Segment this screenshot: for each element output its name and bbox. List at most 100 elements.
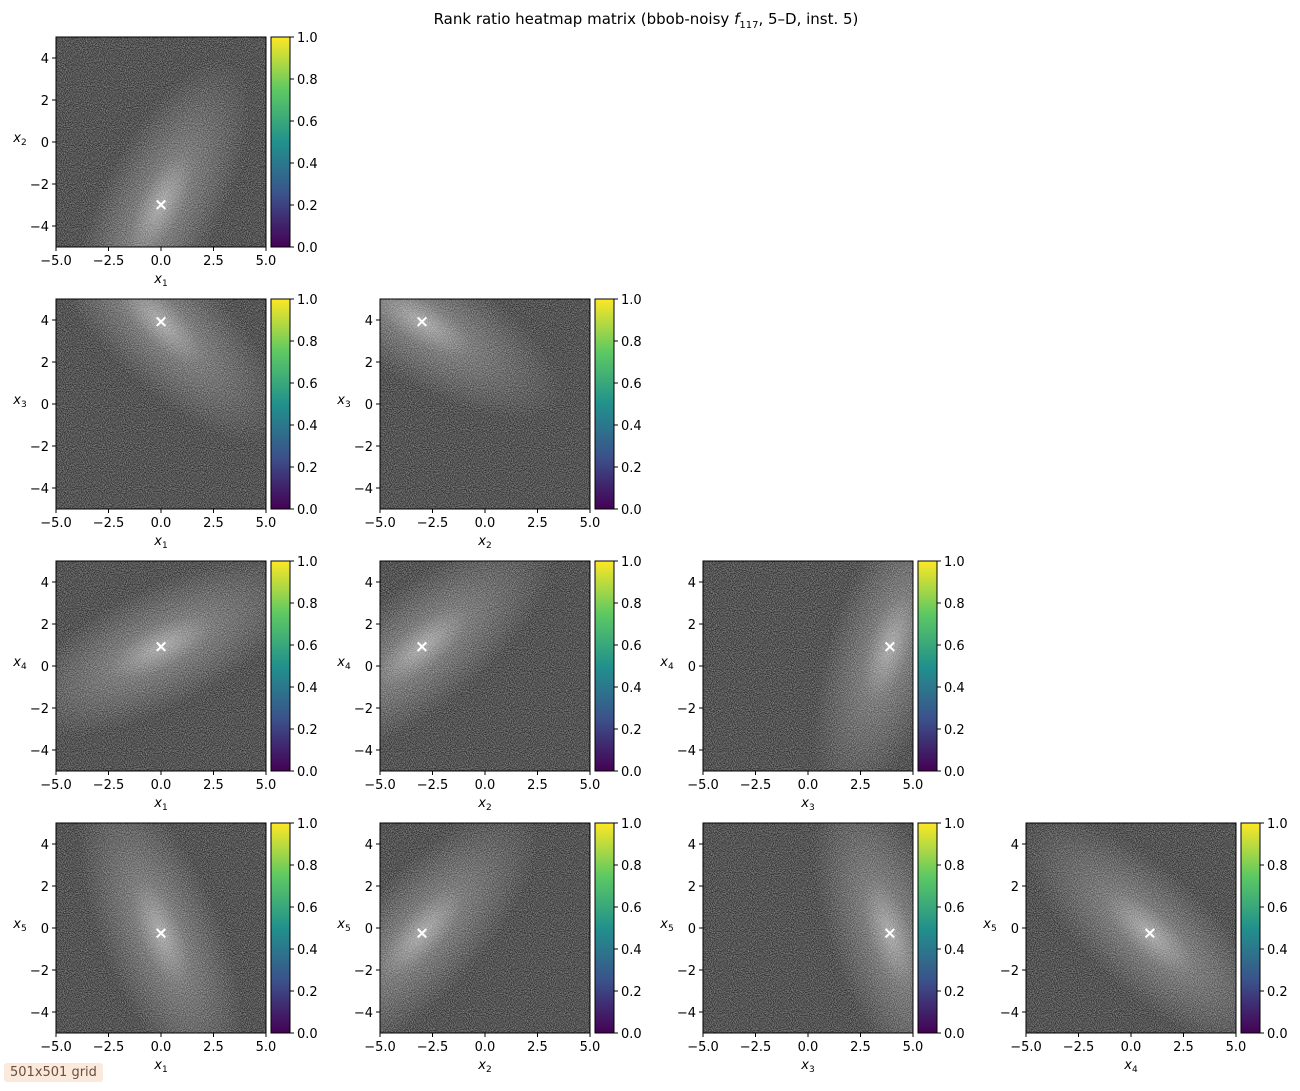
colorbar-tick-label: 0.0 <box>1267 1027 1288 1042</box>
x-tick-label: 2.5 <box>527 516 548 531</box>
colorbar-gradient <box>270 822 291 1034</box>
heatmap-noise <box>56 299 266 509</box>
y-tick-label: 4 <box>365 838 373 853</box>
colorbar-tick-label: 0.4 <box>944 943 965 958</box>
y-tick-label: 2 <box>365 618 373 633</box>
panel-x1-x5: ×−5.0 −2.5 0.0 2.5 5.0−4−2024x1x50.00.20.40.… <box>12 817 318 1075</box>
colorbar: 0.0 0.2 0.4 0.6 0.8 1.0 <box>270 817 318 1042</box>
x-tick-label: 0.0 <box>151 516 172 531</box>
panel-x1-x2: ×−5.0 −2.5 0.0 2.5 5.0−4−2024x1x20.00.20.40.… <box>12 31 318 289</box>
x-tick-label: 0.0 <box>151 1040 172 1055</box>
heatmap-image <box>1026 823 1236 1033</box>
y-tick-label: 0 <box>41 136 49 151</box>
colorbar-tick-label: 1.0 <box>621 555 642 570</box>
colorbar-tick-label: 0.4 <box>297 943 318 958</box>
x-tick-label: −2.5 <box>417 516 449 531</box>
x-tick-label: −5.0 <box>40 1040 72 1055</box>
y-tick-label: −4 <box>354 744 373 759</box>
y-axis-label: x3 <box>12 393 26 410</box>
colorbar: 0.0 0.2 0.4 0.6 0.8 1.0 <box>270 31 318 256</box>
colorbar-tick-label: 1.0 <box>1267 817 1288 832</box>
colorbar-tick-label: 0.8 <box>297 335 318 350</box>
x-tick-label: 5.0 <box>256 1040 277 1055</box>
x-axis-label: x1 <box>153 272 167 289</box>
y-tick-label: 4 <box>41 52 49 67</box>
colorbar-tick-label: 1.0 <box>297 555 318 570</box>
x-axis-label: x4 <box>1123 1058 1138 1075</box>
x-tick-label: −2.5 <box>1063 1040 1095 1055</box>
colorbar-tick-label: 0.6 <box>297 377 318 392</box>
colorbar-gradient <box>917 822 938 1034</box>
colorbar-tick-label: 0.4 <box>297 157 318 172</box>
optimum-marker: × <box>154 312 168 332</box>
heatmap-image <box>703 561 913 771</box>
colorbar-gradient <box>594 822 615 1034</box>
optimum-marker: × <box>1143 923 1157 943</box>
y-tick-label: 2 <box>365 356 373 371</box>
heatmap-image <box>380 561 590 771</box>
x-tick-label: −5.0 <box>40 516 72 531</box>
y-tick-label: 2 <box>41 880 49 895</box>
x-tick-label: −5.0 <box>687 778 719 793</box>
y-tick-label: 2 <box>41 618 49 633</box>
x-tick-label: 5.0 <box>1226 1040 1247 1055</box>
y-tick-label: −2 <box>30 440 49 455</box>
heatmap-noise <box>380 823 590 1033</box>
y-tick-label: −4 <box>30 220 49 235</box>
y-tick-label: 4 <box>688 838 696 853</box>
panel-x4-x5: ×−5.0 −2.5 0.0 2.5 5.0−4−2024x4x50.00.20.40.… <box>982 817 1288 1075</box>
optimum-marker: × <box>154 637 168 657</box>
optimum-marker: × <box>415 923 429 943</box>
heatmap-image <box>380 299 590 509</box>
colorbar-tick-label: 0.8 <box>297 859 318 874</box>
y-tick-label: 4 <box>688 576 696 591</box>
panel-group: ×−5.0 −2.5 0.0 2.5 5.0−4−2024x1x20.00.20.40.… <box>12 31 1288 1075</box>
x-tick-label: 2.5 <box>850 778 871 793</box>
x-tick-label: 0.0 <box>798 1040 819 1055</box>
x-tick-label: 0.0 <box>475 778 496 793</box>
heatmap-image <box>703 823 913 1033</box>
y-tick-label: 4 <box>41 576 49 591</box>
colorbar: 0.0 0.2 0.4 0.6 0.8 1.0 <box>594 293 642 518</box>
colorbar: 0.0 0.2 0.4 0.6 0.8 1.0 <box>270 555 318 780</box>
y-axis-label: x4 <box>659 655 674 672</box>
colorbar-tick-label: 0.4 <box>621 943 642 958</box>
colorbar-tick-label: 0.6 <box>621 901 642 916</box>
x-tick-label: −5.0 <box>1010 1040 1042 1055</box>
y-tick-label: 0 <box>365 398 373 413</box>
colorbar-tick-label: 0.2 <box>297 199 318 214</box>
heatmap-image <box>380 823 590 1033</box>
colorbar-tick-label: 0.0 <box>621 503 642 518</box>
x-tick-label: 5.0 <box>580 778 601 793</box>
heatmap-noise <box>380 561 590 771</box>
x-tick-label: 0.0 <box>151 778 172 793</box>
x-tick-label: −2.5 <box>93 254 125 269</box>
heatmap-noise <box>380 299 590 509</box>
colorbar-tick-label: 0.0 <box>297 765 318 780</box>
x-tick-label: 0.0 <box>1121 1040 1142 1055</box>
colorbar-gradient <box>594 560 615 772</box>
colorbar-tick-label: 0.0 <box>621 1027 642 1042</box>
x-tick-label: −5.0 <box>364 1040 396 1055</box>
x-tick-label: −5.0 <box>687 1040 719 1055</box>
y-axis-label: x3 <box>336 393 350 410</box>
colorbar-tick-label: 0.8 <box>944 859 965 874</box>
colorbar-tick-label: 0.2 <box>621 985 642 1000</box>
colorbar-tick-label: 0.0 <box>297 503 318 518</box>
y-tick-label: 2 <box>41 356 49 371</box>
colorbar-tick-label: 0.4 <box>297 681 318 696</box>
x-tick-label: −2.5 <box>93 1040 125 1055</box>
x-tick-label: 2.5 <box>203 254 224 269</box>
colorbar-tick-label: 0.4 <box>944 681 965 696</box>
colorbar-tick-label: 0.8 <box>944 597 965 612</box>
y-tick-label: −2 <box>30 964 49 979</box>
colorbar-tick-label: 0.2 <box>1267 985 1288 1000</box>
x-tick-label: −5.0 <box>364 516 396 531</box>
optimum-marker: × <box>883 923 897 943</box>
x-axis-label: x1 <box>153 1058 167 1075</box>
panel-x2-x3: ×−5.0 −2.5 0.0 2.5 5.0−4−2024x2x30.00.20.40.… <box>336 293 642 551</box>
panel-x3-x5: ×−5.0 −2.5 0.0 2.5 5.0−4−2024x3x50.00.20.40.… <box>659 817 965 1075</box>
colorbar-tick-label: 0.6 <box>297 115 318 130</box>
colorbar: 0.0 0.2 0.4 0.6 0.8 1.0 <box>1240 817 1288 1042</box>
y-tick-label: 0 <box>41 398 49 413</box>
